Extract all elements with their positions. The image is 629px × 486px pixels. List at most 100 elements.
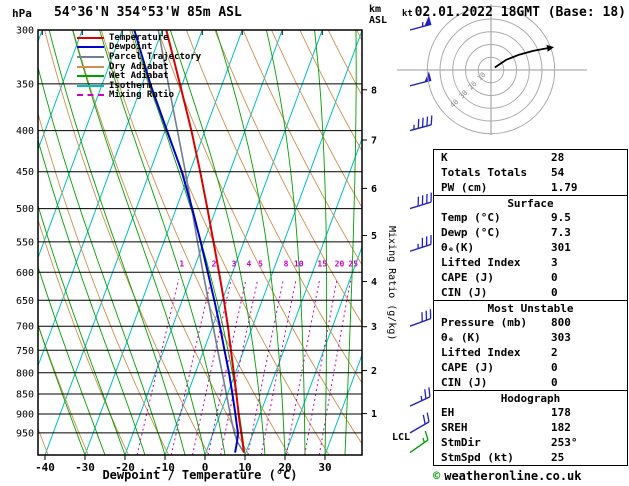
stat-row: StmDir 253° [434,435,627,450]
legend-swatch [77,84,104,87]
stat-row: Temp (°C) 9.5 [434,210,627,225]
stats-table: K 28 Totals Totals 54 PW (cm) 1.79 Surface Temp… [433,149,628,466]
svg-text:6: 6 [371,184,377,195]
stat-value: 301 [551,241,571,254]
stat-label: CIN (J) [441,286,488,299]
stat-row: Totals Totals 54 [434,165,627,180]
legend-item: Wet Adiabat [77,71,201,81]
legend-label: Dewpoint [109,42,153,53]
stat-value: 54 [551,166,565,179]
stats-section-header: Most Unstable [434,300,627,315]
svg-text:800: 800 [16,368,34,379]
svg-text:-20: -20 [115,461,135,474]
stat-row: EH 178 [434,405,627,420]
stat-row: Pressure (mb) 800 [434,315,627,330]
legend-item: Parcel Trajectory [77,52,201,62]
page-title: 54°36'N 354°53'W 85m ASL [54,5,242,20]
svg-text:4: 4 [246,259,251,268]
plot-border [37,29,363,456]
svg-text:3: 3 [371,322,377,333]
stat-row: CAPE (J) 0 [434,360,627,375]
svg-text:750: 750 [16,346,34,357]
stat-value: 1.79 [551,181,578,194]
temperature-axis: -40 -30 -20 -10 0 10 20 30 [35,455,332,474]
svg-text:3: 3 [232,259,237,268]
svg-text:5: 5 [371,231,377,242]
svg-text:30: 30 [458,89,470,101]
svg-text:2: 2 [212,259,217,268]
stat-value: 0 [551,286,558,299]
hodograph-arrowhead [546,44,554,52]
legend-swatch [77,36,104,39]
stat-label: θₑ(K) [441,241,475,254]
stat-row: θₑ (K) 303 [434,330,627,345]
stat-value: 25 [551,451,565,464]
svg-text:20: 20 [335,259,345,268]
stat-row: StmSpd (kt) 25 [434,450,627,465]
stat-label: CAPE (J) [441,361,494,374]
stat-row: CIN (J) 0 [434,375,627,390]
stat-value: 28 [551,151,565,164]
stat-row: CIN (J) 0 [434,285,627,300]
svg-text:350: 350 [16,79,34,90]
svg-text:-40: -40 [35,461,55,474]
svg-text:7: 7 [371,136,377,147]
lcl-marker: LCL [392,432,410,443]
svg-text:1: 1 [371,409,377,420]
stat-value: 7.3 [551,226,571,239]
svg-text:15: 15 [317,259,327,268]
legend-label: Mixing Ratio [109,90,175,101]
stat-label: Lifted Index [441,346,521,359]
legend-label: Isotherm [109,80,153,91]
stat-label: Lifted Index [441,256,521,269]
wet-adiabats [38,30,357,455]
stat-value: 0 [551,361,558,374]
hodograph-trace [494,47,548,69]
stat-label: Pressure (mb) [441,316,528,329]
svg-text:600: 600 [16,268,34,279]
altitude-unit-asl: ASL [369,15,388,26]
svg-text:-30: -30 [75,461,95,474]
legend-swatch [77,65,104,68]
svg-text:950: 950 [16,428,34,439]
svg-text:400: 400 [16,126,34,137]
plot-area: 1 2 3 4 5 8 10 15 20 25 [38,30,362,455]
stat-row: Dewp (°C) 7.3 [434,225,627,240]
hodograph-unit-label: kt [402,9,413,19]
legend-swatch [77,55,104,58]
svg-text:500: 500 [16,204,34,215]
stat-row: K 28 [434,150,627,165]
svg-text:40: 40 [449,98,461,110]
stat-label: Temp (°C) [441,211,501,224]
svg-text:4: 4 [371,277,377,288]
svg-text:10: 10 [238,461,251,474]
pressure-gridlines: 300 350 400 450 500 550 600 650 700 750 800 850 900 9… [16,26,362,439]
legend-label: Wet Adiabat [109,71,169,82]
stat-row: θₑ(K) 301 [434,240,627,255]
pressure-axis-unit: hPa [12,7,32,20]
svg-text:0: 0 [202,461,209,474]
run-datetime: 02.01.2022 18GMT (Base: 18) [414,5,626,20]
svg-text:20: 20 [467,80,479,92]
stat-value: 303 [551,331,571,344]
legend-swatch [77,75,104,78]
stat-label: K [441,151,448,164]
legend-swatch [77,46,104,49]
svg-text:900: 900 [16,410,34,421]
stat-row: Lifted Index 3 [434,255,627,270]
mixing-ratio-lines: 1 2 3 4 5 8 10 15 20 25 [136,259,358,455]
copyright-text: weatheronline.co.uk [444,469,582,483]
copyright-symbol: © [433,469,441,483]
stat-row: PW (cm) 1.79 [434,180,627,195]
svg-text:300: 300 [16,26,34,37]
stat-label: SREH [441,421,468,434]
stat-row: CAPE (J) 0 [434,270,627,285]
stat-label: StmDir [441,436,481,449]
stat-label: CIN (J) [441,376,488,389]
svg-text:-10: -10 [155,461,175,474]
svg-text:8: 8 [371,85,377,96]
altitude-axis: 1 2 3 4 5 6 7 8 [362,85,377,420]
temperature-axis-title: Dewpoint / Temperature (°C) [102,468,298,482]
